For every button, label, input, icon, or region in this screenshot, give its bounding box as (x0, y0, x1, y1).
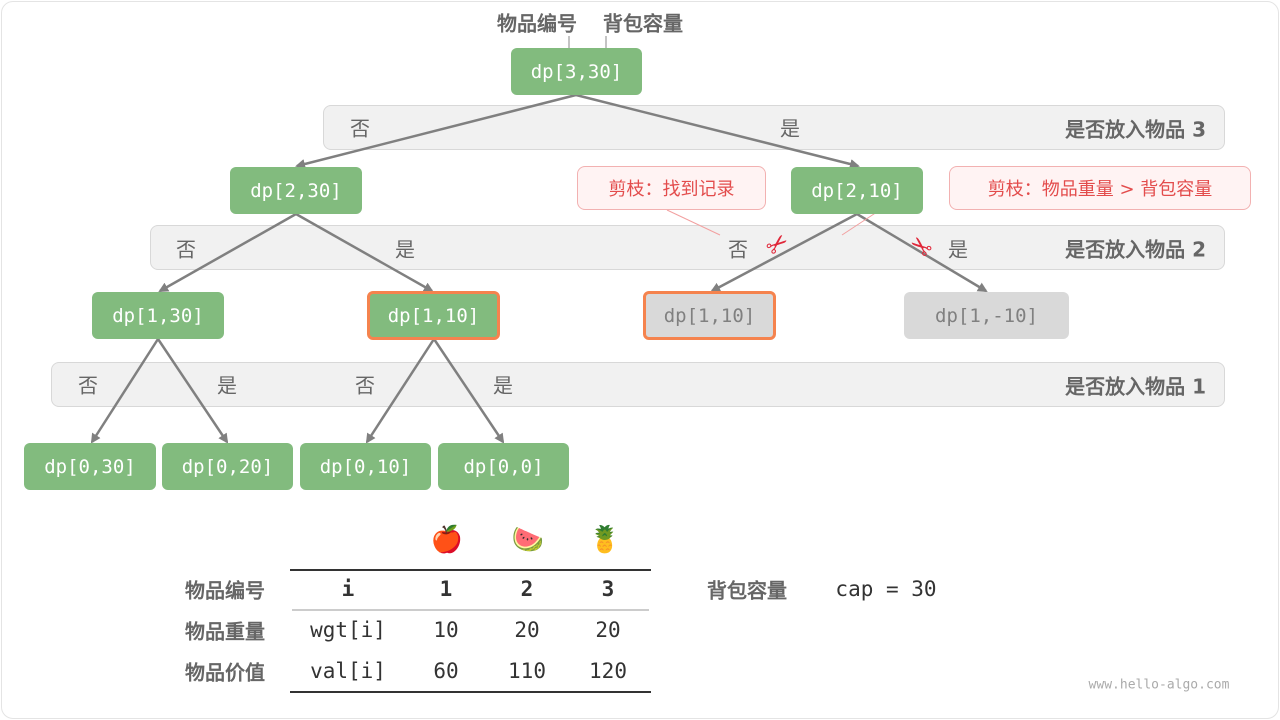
node-leaf: dp[0,30] (24, 443, 156, 490)
edge-label-yes: 是 (948, 237, 968, 262)
capacity-title: 背包容量 (707, 578, 787, 603)
edge (158, 212, 297, 293)
edge-label-no: 否 (176, 237, 196, 262)
band-label: 是否放入物品 2 (1065, 237, 1206, 261)
watermelon-icon: 🍉 (511, 525, 545, 555)
edge (710, 212, 858, 293)
cell: 20 (514, 618, 540, 642)
edge (575, 93, 860, 169)
capacity-value: cap = 30 (835, 577, 937, 601)
node: dp[2,10] (791, 167, 923, 214)
callout-memo-prune: 剪枝：找到记录 (577, 166, 766, 210)
edge (856, 212, 988, 293)
pineapple-icon: 🍍 (588, 525, 622, 555)
node-leaf: dp[0,20] (162, 443, 293, 490)
edge (90, 338, 160, 444)
cell: 120 (589, 659, 627, 683)
node-leaf: dp[0,10] (300, 443, 431, 490)
row-label: 物品编号 (185, 578, 265, 603)
edge-label-yes: 是 (217, 373, 237, 398)
edge (432, 338, 505, 444)
cell: 10 (433, 618, 459, 642)
node-pruned-memo: dp[1,10] (643, 291, 776, 340)
edge (295, 212, 434, 293)
watermark: www.hello-algo.com (1088, 677, 1230, 693)
edge-label-no: 否 (350, 116, 370, 141)
header-cell: 2 (520, 577, 534, 601)
node: dp[2,30] (230, 167, 362, 214)
edge-label-yes: 是 (780, 116, 800, 141)
header-cell: i (341, 577, 355, 601)
cell: 110 (508, 659, 546, 683)
edge-label-yes: 是 (395, 237, 415, 262)
callout-weight-prune: 剪枝：物品重量 > 背包容量 (949, 166, 1251, 210)
header-cell: 1 (439, 577, 453, 601)
cell: 20 (595, 618, 621, 642)
capacity-label: 背包容量 (603, 11, 683, 36)
row-label: 物品重量 (185, 619, 265, 644)
node-leaf: dp[0,0] (438, 443, 569, 490)
node-highlighted: dp[1,10] (367, 291, 500, 340)
edge-label-no: 否 (78, 373, 98, 398)
row-label: 物品价值 (185, 660, 265, 685)
band-label: 是否放入物品 1 (1065, 374, 1206, 398)
edge (295, 93, 577, 169)
edge (156, 338, 229, 444)
node-pruned-overweight: dp[1,-10] (904, 292, 1069, 339)
band-label: 是否放入物品 3 (1065, 117, 1206, 141)
edge (365, 338, 436, 444)
node: dp[1,30] (92, 292, 224, 339)
band-item-3: 是否放入物品 3 (323, 105, 1225, 150)
node-root: dp[3,30] (511, 48, 642, 95)
edge-label-no: 否 (728, 237, 748, 262)
edge-label-yes: 是 (493, 373, 513, 398)
apple-icon: 🍎 (430, 525, 464, 555)
edge-label-no: 否 (355, 373, 375, 398)
band-item-1: 是否放入物品 1 (51, 362, 1225, 407)
header-cell: 3 (601, 577, 615, 601)
cell: 60 (433, 659, 459, 683)
cell: val[i] (310, 659, 386, 683)
item-id-label: 物品编号 (497, 11, 577, 36)
cell: wgt[i] (310, 618, 386, 642)
